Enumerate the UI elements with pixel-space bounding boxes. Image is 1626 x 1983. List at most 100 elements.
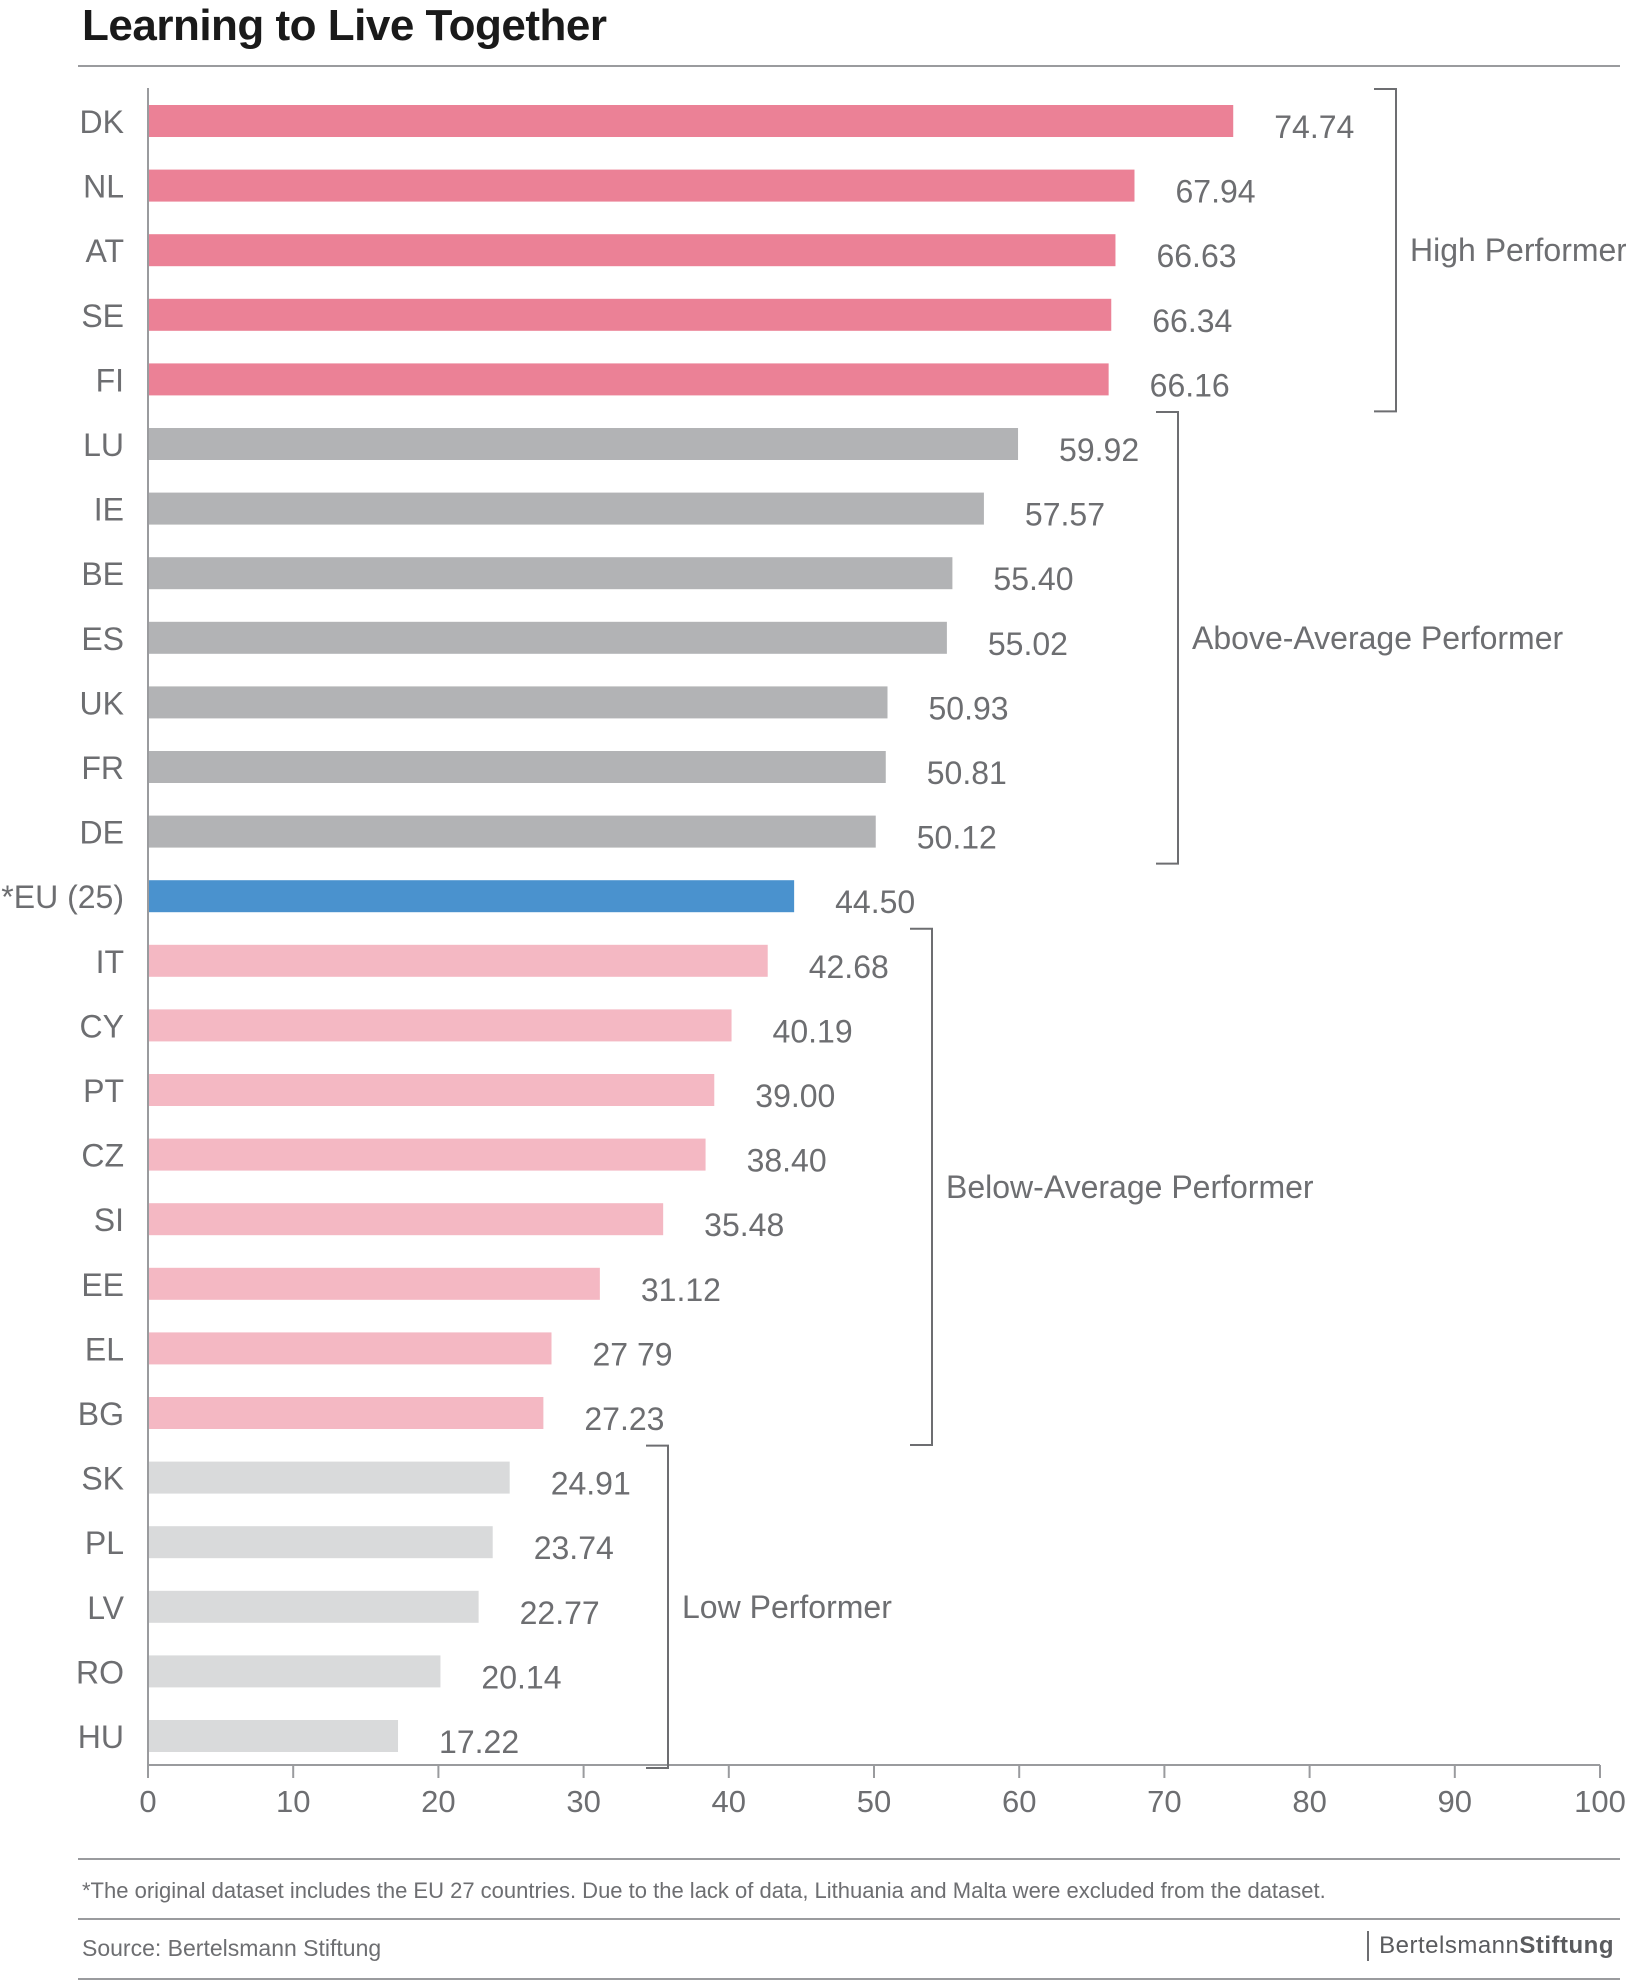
bar	[149, 169, 1135, 202]
x-tick-label: 30	[566, 1784, 600, 1819]
x-tick-label: 70	[1147, 1784, 1181, 1819]
bertelsmann-logo: Bertelsmann Stiftung	[1367, 1929, 1614, 1963]
x-tick-label: 10	[276, 1784, 310, 1819]
value-label: 66.16	[1150, 367, 1230, 403]
category-label: BE	[81, 556, 124, 592]
group-bracket	[910, 927, 933, 1446]
source-divider-top	[78, 1918, 1620, 1920]
x-tick-label: 40	[712, 1784, 746, 1819]
value-label: 66.34	[1152, 303, 1232, 339]
bar	[149, 686, 888, 719]
bar	[149, 1655, 441, 1688]
category-label: BG	[78, 1396, 124, 1432]
category-label: PT	[83, 1073, 124, 1109]
value-label: 55.02	[988, 626, 1068, 662]
x-tick-label: 50	[857, 1784, 891, 1819]
category-label: EL	[85, 1331, 124, 1367]
group-label: Below-Average Performer	[946, 1169, 1314, 1205]
logo-text-regular: Bertelsmann	[1379, 1932, 1520, 1959]
bar	[149, 1526, 493, 1559]
bar	[149, 492, 984, 525]
source-divider-bottom	[78, 1978, 1620, 1980]
category-label: ES	[81, 621, 124, 657]
bar	[149, 1267, 600, 1300]
value-label: 39.00	[755, 1078, 835, 1114]
group-bracket	[1156, 411, 1179, 865]
value-label: 31.12	[641, 1272, 721, 1308]
chart-title: Learning to Live Together	[82, 1, 607, 50]
category-label: SE	[81, 298, 124, 334]
category-label: PL	[85, 1525, 124, 1561]
bar	[149, 751, 886, 783]
bar	[149, 298, 1112, 331]
category-label: FI	[96, 362, 124, 398]
value-label: 55.40	[993, 561, 1073, 597]
bar	[149, 1397, 544, 1429]
category-label: UK	[80, 685, 124, 721]
bar	[149, 880, 795, 913]
category-label: NL	[83, 169, 124, 205]
value-label: 38.40	[747, 1143, 827, 1179]
category-label: AT	[85, 233, 124, 269]
bar	[149, 1074, 715, 1106]
group-label: High Performer	[1410, 232, 1626, 268]
category-label: DK	[80, 104, 124, 140]
bar	[149, 1720, 399, 1752]
category-label: IT	[96, 944, 124, 980]
bar	[149, 1461, 510, 1494]
x-tick-label: 60	[1002, 1784, 1036, 1819]
value-label: 40.19	[773, 1013, 853, 1049]
value-label: 50.81	[927, 755, 1007, 791]
value-label: 22.77	[520, 1595, 600, 1631]
bar	[149, 944, 768, 977]
source-text: Source: Bertelsmann Stiftung	[82, 1935, 382, 1961]
group-bracket	[646, 1444, 669, 1769]
value-label: 44.50	[835, 884, 915, 920]
x-tick-label: 0	[139, 1784, 156, 1819]
value-label: 59.92	[1059, 432, 1139, 468]
value-label: 27 79	[593, 1336, 673, 1372]
footnote-divider	[78, 1858, 1620, 1860]
bar	[149, 1138, 706, 1171]
value-label: 17.22	[439, 1724, 519, 1760]
footnote: *The original dataset includes the EU 27…	[82, 1878, 1326, 1903]
bar	[149, 1332, 552, 1365]
category-label: EE	[81, 1267, 124, 1303]
group-label: Above-Average Performer	[1192, 620, 1563, 656]
group-label: Low Performer	[682, 1589, 892, 1625]
value-label: 24.91	[551, 1466, 631, 1502]
x-tick-label: 90	[1438, 1784, 1472, 1819]
category-label: IE	[94, 492, 124, 528]
value-label: 35.48	[704, 1207, 784, 1243]
category-label: CZ	[81, 1138, 124, 1174]
x-tick-label: 100	[1574, 1784, 1626, 1819]
value-label: 42.68	[809, 949, 889, 985]
category-label: LU	[83, 427, 124, 463]
category-label: CY	[80, 1008, 124, 1044]
category-label: LV	[87, 1590, 124, 1626]
bar	[149, 815, 876, 848]
bar-chart: 0 10 20 30 40 50 60 70 80 90 100 DK 74.74 NL 67.94 AT 66…	[1, 88, 1626, 1819]
bar	[149, 1590, 479, 1623]
value-label: 23.74	[534, 1530, 614, 1566]
logo-bar	[1367, 1931, 1370, 1961]
bar	[149, 428, 1019, 460]
category-label: FR	[81, 750, 124, 786]
category-label: RO	[76, 1654, 124, 1690]
bar	[149, 621, 947, 654]
title-divider	[78, 65, 1620, 67]
category-label: SI	[94, 1202, 124, 1238]
value-label: 74.74	[1274, 109, 1354, 145]
logo-text-bold: Stiftung	[1519, 1932, 1614, 1959]
value-label: 20.14	[481, 1659, 561, 1695]
x-tick-label: 20	[421, 1784, 455, 1819]
bar	[149, 1009, 732, 1042]
bar	[149, 105, 1234, 137]
value-label: 50.12	[917, 820, 997, 856]
category-label: DE	[80, 815, 124, 851]
value-label: 27.23	[584, 1401, 664, 1437]
group-bracket	[1374, 88, 1397, 413]
value-label: 67.94	[1175, 174, 1255, 210]
value-label: 57.57	[1025, 497, 1105, 533]
category-label: HU	[78, 1719, 124, 1755]
